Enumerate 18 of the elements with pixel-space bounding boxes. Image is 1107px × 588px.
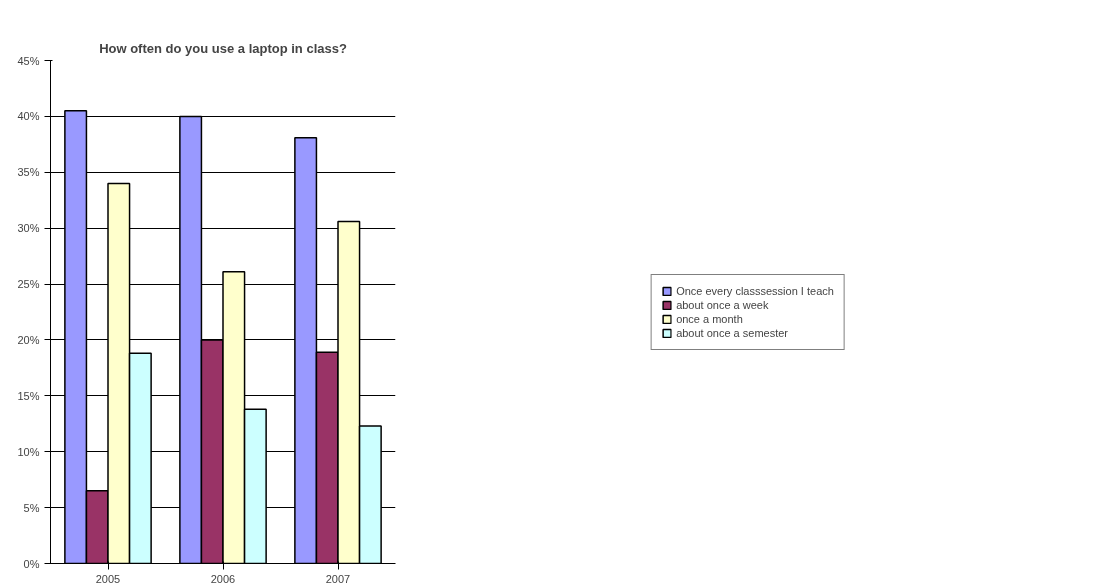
x-tick-label: 2005 [95, 572, 121, 585]
y-tick-label: 15% [17, 389, 40, 402]
legend-label: Once every classsession I teach [676, 284, 834, 297]
y-tick-label: 5% [23, 501, 40, 514]
y-tick-label: 40% [17, 110, 40, 123]
y-tick-label: 35% [17, 166, 40, 179]
y-tick-label: 0% [23, 557, 40, 570]
x-tick-label: 2007 [325, 572, 351, 585]
y-tick-label: 25% [17, 278, 40, 291]
legend-label: once a month [676, 312, 743, 325]
y-tick-label: 45% [17, 54, 40, 67]
legend-label: about once a week [676, 298, 769, 311]
y-tick-label: 20% [17, 333, 40, 346]
x-tick-label: 2006 [210, 572, 236, 585]
chart-title: How often do you use a laptop in class? [99, 40, 347, 56]
y-tick-label: 30% [17, 222, 40, 235]
y-tick-label: 10% [17, 445, 40, 458]
legend-label: about once a semester [676, 326, 789, 339]
